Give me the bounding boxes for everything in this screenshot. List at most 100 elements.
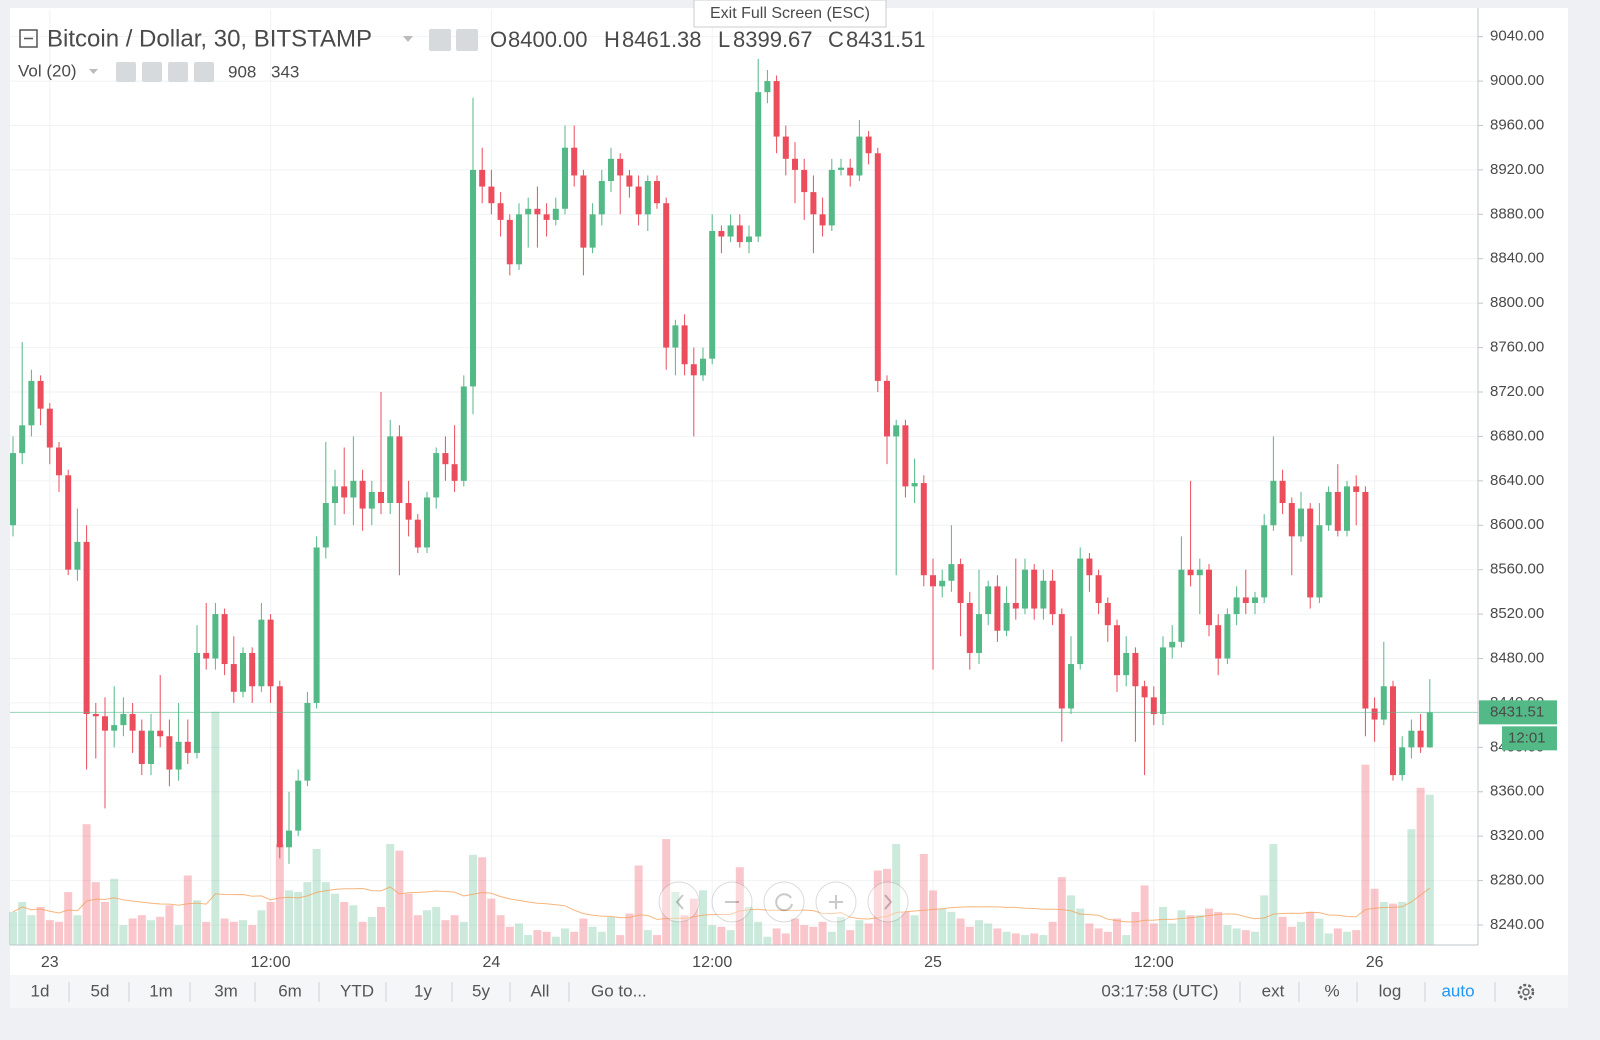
- volume-bar: [423, 910, 431, 945]
- candle-body: [663, 203, 670, 348]
- volume-bar: [1076, 908, 1085, 945]
- candle-body: [488, 186, 495, 204]
- range-button[interactable]: 5y: [472, 981, 490, 1000]
- volume-bar: [505, 926, 514, 945]
- volume-bar: [947, 911, 956, 945]
- exit-fullscreen-button[interactable]: [693, 0, 887, 28]
- candle-body: [819, 214, 826, 226]
- candle-body: [138, 730, 145, 764]
- candle-body: [276, 686, 283, 848]
- dropdown-caret[interactable]: [89, 69, 98, 74]
- volume-bar: [551, 936, 560, 945]
- candle-body: [902, 425, 909, 487]
- candle-body: [92, 714, 99, 717]
- candle-body: [1270, 480, 1277, 526]
- volume-bar: [818, 921, 827, 945]
- volume-bar: [1159, 906, 1167, 945]
- candle-body: [617, 158, 624, 176]
- volume-bar: [892, 844, 901, 945]
- volume-bar: [763, 936, 772, 945]
- range-button[interactable]: 1d: [31, 981, 50, 1000]
- remove-icon[interactable]: [194, 62, 214, 82]
- candle-body: [856, 136, 863, 176]
- axis-option-button[interactable]: ext: [1262, 981, 1285, 1000]
- zoom-in-button[interactable]: [815, 881, 857, 923]
- x-tick-label: 12:00: [692, 954, 732, 971]
- volume-bar: [634, 865, 643, 945]
- volume-bar: [340, 901, 349, 945]
- candle-body: [1408, 730, 1415, 748]
- volume-bar: [1122, 935, 1131, 945]
- candle-body: [552, 208, 559, 220]
- gear-icon-hub: [1522, 988, 1530, 996]
- axis-option-button[interactable]: auto: [1441, 981, 1474, 1000]
- volume-bar: [754, 921, 763, 945]
- volume-bar: [202, 921, 211, 945]
- eye-icon[interactable]: [116, 62, 136, 82]
- volume-bar: [128, 918, 137, 945]
- range-button[interactable]: YTD: [340, 981, 374, 1000]
- y-tick-label: 8840.00: [1490, 250, 1544, 267]
- volume-bar: [542, 931, 551, 945]
- candle-body: [764, 81, 771, 93]
- candle-body: [1058, 614, 1065, 709]
- zoom-out-button[interactable]: [711, 881, 753, 923]
- gear-icon-ring: [1517, 983, 1535, 1001]
- range-button[interactable]: 3m: [214, 981, 238, 1000]
- x-tick-label: 25: [924, 954, 942, 971]
- scroll-left-button[interactable]: [658, 881, 700, 923]
- candle-body: [1086, 558, 1093, 576]
- volume-bar: [873, 870, 882, 945]
- settings-icon[interactable]: [142, 62, 162, 82]
- range-button[interactable]: 5d: [91, 981, 110, 1000]
- volume-bar: [487, 898, 496, 945]
- eye-icon[interactable]: [429, 29, 451, 51]
- volume-bar: [929, 890, 937, 945]
- candle-body: [948, 564, 955, 581]
- volume-bar: [699, 890, 707, 945]
- candle-body: [672, 325, 679, 348]
- candle-body: [1380, 686, 1387, 720]
- scroll-right-button[interactable]: [867, 881, 909, 923]
- volume-bar: [1195, 915, 1204, 945]
- range-button[interactable]: All: [531, 981, 550, 1000]
- volume-bar: [285, 890, 293, 945]
- volume-bar: [91, 882, 100, 945]
- range-button[interactable]: 1y: [414, 981, 432, 1000]
- axis-option-button[interactable]: log: [1379, 981, 1402, 1000]
- volume-bar: [689, 898, 698, 945]
- volume-bar: [321, 882, 330, 945]
- symbol-title: Bitcoin / Dollar, 30, BITSTAMP: [47, 25, 372, 52]
- candle-body: [755, 92, 762, 237]
- goto-button[interactable]: Go to...: [591, 981, 647, 1000]
- volume-bar: [901, 911, 910, 945]
- candle-body: [736, 225, 743, 243]
- candle-body: [718, 230, 725, 237]
- volume-bar: [119, 925, 128, 945]
- candle-body: [626, 175, 633, 187]
- gear-icon[interactable]: [1517, 983, 1535, 1001]
- candle-body: [451, 464, 458, 481]
- axes: 8240.008280.008320.008360.008400.008440.…: [10, 28, 1557, 971]
- add-icon[interactable]: [168, 62, 188, 82]
- candle-body: [1178, 569, 1185, 642]
- dropdown-caret[interactable]: [403, 36, 413, 42]
- range-button[interactable]: 1m: [149, 981, 173, 1000]
- volume-layer: [9, 711, 1434, 945]
- axis-option-button[interactable]: %: [1324, 981, 1339, 1000]
- volume-bar: [643, 930, 652, 945]
- reset-button[interactable]: [763, 881, 805, 923]
- candle-body: [543, 214, 550, 220]
- collapse-icon[interactable]: [19, 29, 38, 48]
- volume-bar: [1416, 787, 1425, 945]
- volume-bar: [165, 905, 174, 945]
- volume-bar: [211, 711, 220, 945]
- candle-body: [782, 136, 789, 159]
- range-button[interactable]: 6m: [278, 981, 302, 1000]
- candle-body: [46, 408, 53, 448]
- volume-bar: [1278, 916, 1287, 945]
- volume-bar: [55, 921, 63, 945]
- candle-body: [792, 158, 798, 170]
- settings-icon[interactable]: [456, 29, 478, 51]
- x-tick-label: 26: [1366, 954, 1384, 971]
